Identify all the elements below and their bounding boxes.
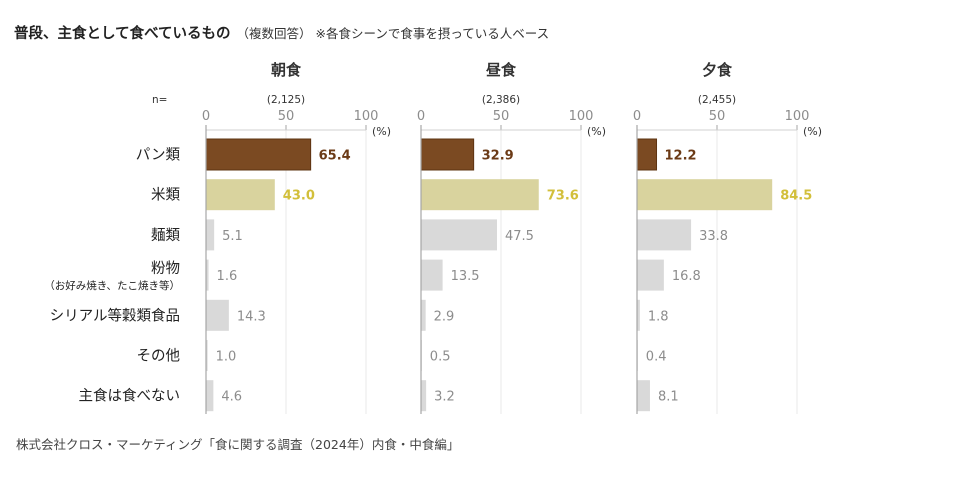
data-label: 32.9 — [482, 149, 514, 164]
bar — [206, 340, 208, 371]
source-credit: 株式会社クロス・マーケティング「食に関する調査（2024年）内食・中食編」 — [16, 437, 460, 452]
bar — [206, 219, 215, 251]
data-label: 65.4 — [319, 149, 351, 164]
title-subtitle: （複数回答） — [236, 26, 312, 41]
data-label: 13.5 — [451, 269, 480, 284]
bar — [637, 299, 640, 331]
bar — [636, 138, 658, 171]
bar — [421, 299, 426, 331]
bar — [421, 259, 443, 291]
bar — [637, 259, 664, 291]
data-label: 0.4 — [646, 350, 667, 365]
data-label: 33.8 — [699, 229, 728, 244]
category-label: その他 — [137, 348, 181, 365]
panel-n: (2,125) — [267, 94, 305, 106]
data-label: 1.6 — [217, 269, 238, 284]
bar — [637, 179, 773, 211]
bar — [206, 299, 229, 331]
x-tick-label: 50 — [493, 109, 510, 124]
panel-n: (2,455) — [698, 94, 736, 106]
x-tick-label: 50 — [709, 109, 726, 124]
x-tick-label: 100 — [785, 109, 810, 124]
data-label: 12.2 — [665, 149, 697, 164]
category-label: 主食は食べない — [79, 388, 181, 405]
x-tick-label: 0 — [417, 109, 425, 124]
x-axis-unit: (%) — [803, 125, 822, 138]
bar — [205, 138, 312, 171]
data-label: 1.8 — [648, 309, 669, 324]
panel-title: 昼食 — [486, 61, 517, 79]
panel-n: (2,386) — [482, 94, 520, 106]
bar — [421, 380, 427, 412]
bar — [420, 138, 475, 171]
bar — [637, 380, 650, 412]
category-label: 粉物 — [151, 260, 180, 277]
category-label: シリアル等穀類食品 — [50, 306, 180, 324]
bar — [206, 259, 209, 291]
title-main: 普段、主食として食べているもの — [14, 26, 231, 42]
bar — [206, 380, 214, 412]
chart-title: 普段、主食として食べているもの （複数回答） ※各食シーンで食事を摂っている人ベース — [14, 22, 549, 43]
bar — [206, 179, 275, 211]
panel-title: 朝食 — [271, 61, 302, 79]
x-tick-label: 50 — [278, 109, 295, 124]
x-tick-label: 100 — [569, 109, 594, 124]
n-label: n= — [152, 94, 167, 106]
x-tick-label: 0 — [633, 109, 641, 124]
data-label: 3.2 — [434, 390, 455, 405]
bar — [637, 219, 692, 251]
data-label: 0.5 — [430, 350, 451, 365]
data-label: 16.8 — [672, 269, 701, 284]
category-label: 麺類 — [151, 227, 180, 244]
data-label: 8.1 — [658, 390, 679, 405]
category-label: パン類 — [136, 147, 181, 164]
data-label: 84.5 — [780, 189, 812, 204]
data-label: 2.9 — [434, 309, 455, 324]
bar — [421, 219, 497, 251]
x-tick-label: 0 — [202, 109, 210, 124]
bar — [421, 179, 539, 211]
data-label: 5.1 — [222, 229, 243, 244]
data-label: 73.6 — [547, 189, 579, 204]
data-label: 4.6 — [221, 390, 242, 405]
panel-title: 夕食 — [702, 61, 733, 79]
category-sublabel: （お好み焼き、たこ焼き等） — [44, 279, 180, 292]
data-label: 1.0 — [216, 350, 237, 365]
data-label: 14.3 — [237, 309, 266, 324]
x-axis-unit: (%) — [372, 125, 391, 138]
data-label: 47.5 — [505, 229, 534, 244]
x-tick-label: 100 — [354, 109, 379, 124]
data-label: 43.0 — [283, 189, 315, 204]
title-note: ※各食シーンで食事を摂っている人ベース — [315, 26, 550, 41]
category-label: 米類 — [151, 187, 180, 204]
x-axis-unit: (%) — [587, 125, 606, 138]
